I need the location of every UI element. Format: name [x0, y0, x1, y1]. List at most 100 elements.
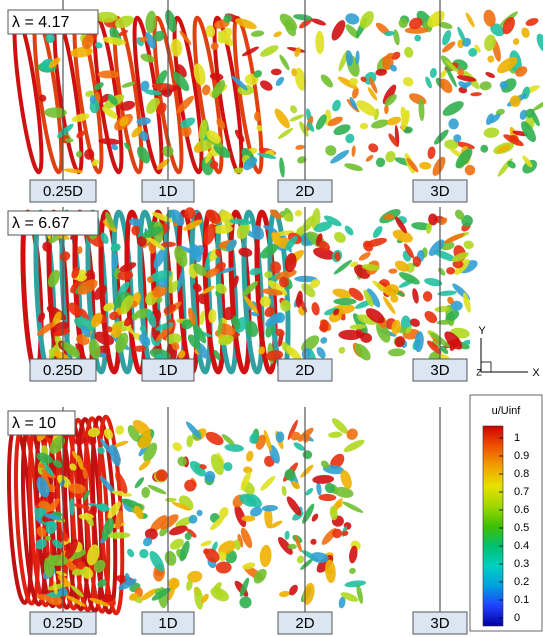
vortex-blob — [346, 428, 358, 440]
vortex-blob — [283, 213, 293, 222]
vortex-blob — [301, 335, 320, 352]
vortex-blob — [210, 42, 219, 51]
vortex-blob — [445, 310, 460, 322]
vortex-blob — [119, 116, 129, 127]
vortex-blob — [507, 160, 516, 169]
vortex-blob — [186, 528, 197, 538]
vortex-blob — [181, 319, 194, 330]
vortex-blob — [264, 271, 273, 279]
vortex-blob — [35, 538, 47, 550]
vortex-blob — [41, 469, 56, 479]
station-label: 0.25D — [43, 183, 83, 200]
vortex-blob — [348, 287, 364, 301]
vortex-blob — [192, 283, 202, 292]
vortex-blob — [294, 209, 303, 217]
vortex-blob — [324, 482, 335, 494]
vortex-blob — [278, 276, 289, 288]
vortex-blob — [146, 309, 157, 328]
vortex-blob — [298, 427, 314, 442]
vortex-blob — [113, 440, 129, 448]
vortex-blob — [243, 295, 259, 314]
vortex-blob — [279, 54, 290, 71]
vortex-blob — [186, 435, 194, 448]
vortex-blob — [139, 548, 149, 559]
vortex-blob — [451, 252, 469, 262]
station-box — [141, 611, 195, 635]
vortex-blob — [367, 87, 378, 101]
vortex-blob — [174, 246, 188, 268]
vortex-blob — [338, 329, 363, 341]
vortex-blob — [439, 70, 447, 78]
vortex-blob — [250, 30, 265, 37]
vortex-blob — [274, 108, 290, 129]
vortex-blob — [70, 585, 84, 598]
vortex-blob — [164, 550, 177, 566]
vortex-blob — [437, 290, 457, 296]
tip-vortex — [111, 209, 135, 375]
vortex-blob — [439, 345, 449, 354]
vortex-blob — [151, 212, 173, 223]
vortex-blob — [65, 595, 86, 607]
vortex-blob — [320, 460, 330, 469]
vortex-blob — [78, 513, 94, 520]
vortex-blob — [375, 68, 387, 76]
vortex-blob — [152, 284, 167, 298]
vortex-blob — [286, 496, 302, 516]
vortex-blob — [99, 352, 107, 358]
vortex-blob — [81, 34, 94, 50]
vortex-blob — [458, 81, 468, 89]
vortex-blob — [94, 331, 114, 346]
vortex-blob — [98, 138, 121, 145]
vortex-blob — [85, 90, 94, 97]
vortex-blob — [388, 268, 398, 274]
vortex-blob — [332, 99, 341, 112]
vortex-blob — [224, 443, 244, 452]
vortex-blob — [392, 229, 413, 243]
vortex-blob — [159, 514, 179, 530]
vortex-blob — [470, 92, 482, 97]
vortex-blob — [136, 146, 151, 164]
vortex-blob — [184, 532, 192, 541]
vortex-blob — [333, 298, 357, 305]
vortex-blob — [284, 252, 297, 273]
station-label: 2D — [295, 615, 314, 632]
vortex-blob — [375, 157, 386, 168]
vortex-blob — [115, 332, 129, 354]
vortex-blob — [210, 453, 224, 476]
vortex-blob — [438, 267, 446, 276]
station-box — [277, 611, 333, 635]
vortex-blob — [211, 79, 226, 99]
vortex-blob — [212, 224, 233, 234]
vortex-blob — [121, 81, 136, 88]
vortex-blob — [111, 253, 119, 271]
vortex-blob — [289, 114, 304, 122]
vortex-blob — [352, 87, 359, 99]
vortex-blob — [140, 588, 158, 601]
vortex-blob — [320, 74, 334, 88]
vortex-blob — [344, 163, 363, 171]
vortex-blob — [344, 225, 354, 236]
vortex-blob — [362, 240, 374, 252]
vortex-blob — [74, 316, 96, 332]
vortex-blob — [52, 311, 62, 329]
vortex-blob — [47, 484, 56, 493]
vortex-blob — [461, 215, 473, 227]
vortex-blob — [151, 587, 171, 601]
vortex-blob — [107, 532, 131, 539]
vortex-blob — [245, 320, 259, 338]
vortex-blob — [439, 78, 453, 94]
vortex-blob — [301, 347, 311, 360]
vortex-blob — [213, 143, 231, 158]
vortex-blob — [215, 248, 222, 257]
vortex-blob — [119, 100, 136, 111]
vortex-blob — [139, 333, 151, 347]
vortex-blob — [359, 122, 369, 130]
vortex-blob — [250, 506, 263, 517]
vortex-blob — [87, 427, 101, 438]
vortex-blob — [215, 283, 227, 294]
vortex-blob — [313, 221, 333, 233]
vortex-blob — [102, 106, 118, 119]
vortex-blob — [442, 101, 464, 116]
vortex-blob — [452, 259, 464, 269]
